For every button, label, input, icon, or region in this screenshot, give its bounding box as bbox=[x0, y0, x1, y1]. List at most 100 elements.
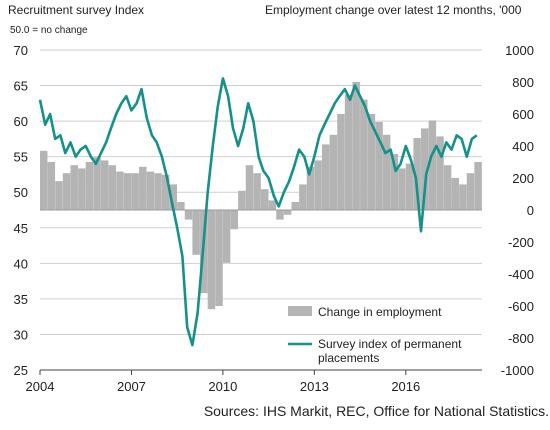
employment-bar bbox=[375, 122, 383, 210]
left-axis-note: 50.0 = no change bbox=[10, 25, 88, 36]
employment-bar bbox=[100, 160, 109, 210]
employment-bar bbox=[390, 154, 399, 210]
employment-bar bbox=[367, 114, 376, 210]
employment-bar bbox=[238, 190, 246, 210]
x-tick-label: 2010 bbox=[208, 379, 237, 394]
right-tick-label: 200 bbox=[512, 171, 534, 186]
employment-bar bbox=[47, 162, 56, 210]
employment-bar bbox=[261, 189, 269, 210]
legend: Change in employment Survey index of per… bbox=[288, 305, 465, 365]
legend-line-label-2: placements bbox=[318, 351, 379, 365]
legend-bar-swatch bbox=[288, 306, 312, 316]
left-tick-label: 70 bbox=[14, 43, 28, 58]
employment-bar bbox=[55, 181, 63, 210]
employment-bars bbox=[40, 82, 482, 310]
source-note: Sources: IHS Markit, REC, Office for Nat… bbox=[204, 403, 549, 419]
employment-bar bbox=[398, 168, 406, 210]
x-axis-ticks: 2004 2007 2010 2013 2016 bbox=[26, 369, 482, 394]
employment-bar bbox=[306, 166, 315, 210]
employment-bar bbox=[169, 184, 178, 210]
left-tick-label: 65 bbox=[14, 79, 28, 94]
right-tick-label: -400 bbox=[508, 267, 534, 282]
left-axis-title: Recruitment survey Index bbox=[8, 3, 144, 17]
right-tick-label: 1000 bbox=[505, 43, 534, 58]
right-tick-label: -1000 bbox=[501, 363, 534, 378]
employment-bar bbox=[413, 138, 421, 210]
employment-bar bbox=[154, 173, 162, 210]
employment-bar bbox=[222, 210, 231, 263]
employment-bar bbox=[474, 162, 482, 210]
employment-bar bbox=[116, 171, 124, 210]
employment-bar bbox=[70, 165, 78, 210]
employment-bar bbox=[276, 210, 284, 220]
employment-bar bbox=[85, 162, 94, 210]
employment-bar bbox=[161, 174, 170, 210]
survey-line bbox=[38, 77, 478, 347]
right-tick-label: 600 bbox=[512, 107, 534, 122]
employment-bar bbox=[192, 210, 200, 255]
left-tick-label: 45 bbox=[14, 221, 28, 236]
employment-bar bbox=[291, 202, 299, 210]
left-tick-label: 55 bbox=[14, 150, 28, 165]
employment-bar bbox=[428, 120, 437, 210]
survey-index-line bbox=[38, 77, 478, 347]
right-tick-label: 400 bbox=[512, 139, 534, 154]
right-axis-ticks: -1000 -800 -600 -400 -200 0 200 400 600 800 1000 bbox=[501, 43, 534, 378]
left-tick-label: 35 bbox=[14, 292, 28, 307]
employment-bar bbox=[421, 128, 429, 210]
employment-bar bbox=[177, 202, 185, 210]
employment-bar bbox=[123, 173, 132, 210]
employment-bar bbox=[344, 94, 353, 210]
employment-bar bbox=[40, 150, 48, 210]
legend-bar-label: Change in employment bbox=[318, 305, 442, 319]
employment-bar bbox=[329, 134, 338, 210]
employment-bar bbox=[451, 178, 459, 210]
x-tick-label: 2007 bbox=[117, 379, 146, 394]
right-tick-label: -800 bbox=[508, 331, 534, 346]
employment-bar bbox=[299, 184, 307, 210]
employment-bar bbox=[253, 173, 261, 210]
employment-bar bbox=[215, 210, 223, 306]
right-tick-label: -200 bbox=[508, 235, 534, 250]
left-axis-ticks: 25 30 35 40 45 50 55 60 65 70 bbox=[14, 43, 28, 378]
employment-bar bbox=[146, 171, 155, 210]
right-axis-title: Employment change over latest 12 months,… bbox=[265, 3, 522, 17]
left-tick-label: 30 bbox=[14, 327, 28, 342]
employment-bar bbox=[459, 184, 467, 210]
x-tick-label: 2013 bbox=[300, 379, 329, 394]
x-tick-label: 2004 bbox=[26, 379, 55, 394]
employment-bar bbox=[352, 82, 360, 210]
employment-bar bbox=[207, 210, 216, 310]
employment-bar bbox=[93, 157, 101, 210]
employment-bar bbox=[131, 173, 139, 210]
employment-bar bbox=[268, 200, 277, 210]
employment-bar bbox=[283, 210, 292, 215]
right-tick-label: -600 bbox=[508, 299, 534, 314]
employment-bar bbox=[230, 210, 238, 230]
employment-bar bbox=[443, 165, 452, 210]
right-tick-label: 0 bbox=[527, 203, 534, 218]
employment-bar bbox=[337, 114, 345, 210]
employment-bar bbox=[62, 173, 71, 210]
legend-line-label-1: Survey index of permanent bbox=[318, 337, 462, 351]
employment-bar bbox=[436, 136, 444, 210]
employment-bar bbox=[382, 134, 391, 210]
legend-line-label: Survey index of permanent placements bbox=[318, 337, 465, 365]
right-tick-label: 800 bbox=[512, 75, 534, 90]
employment-bar bbox=[245, 165, 254, 210]
left-tick-label: 25 bbox=[14, 363, 28, 378]
employment-bar bbox=[184, 210, 193, 220]
employment-bar bbox=[405, 163, 414, 210]
left-tick-label: 60 bbox=[14, 114, 28, 129]
left-tick-label: 50 bbox=[14, 185, 28, 200]
employment-bar bbox=[466, 173, 475, 210]
x-tick-label: 2016 bbox=[391, 379, 420, 394]
employment-bar bbox=[321, 144, 330, 210]
employment-bar bbox=[78, 168, 86, 210]
left-tick-label: 40 bbox=[14, 256, 28, 271]
employment-bar bbox=[139, 166, 147, 210]
employment-bar bbox=[314, 160, 322, 210]
employment-bar bbox=[360, 99, 368, 210]
